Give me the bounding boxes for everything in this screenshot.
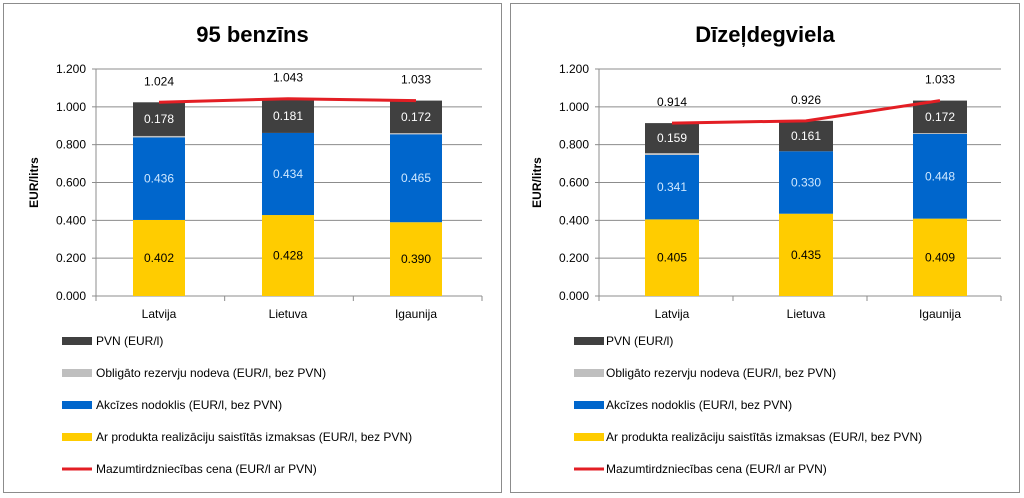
data-label: 0.405 (657, 251, 687, 265)
x-category-label: Latvija (142, 307, 177, 321)
bar-segment (262, 132, 314, 216)
y-tick-label: 0.000 (559, 289, 589, 303)
data-label: 0.341 (657, 180, 687, 194)
data-label: 0.181 (273, 109, 303, 123)
y-tick-label: 0.400 (559, 213, 589, 227)
data-label: 0.172 (925, 110, 955, 124)
total-label: 0.914 (657, 95, 687, 109)
legend-swatch (574, 369, 604, 377)
bar-segment (779, 151, 833, 214)
data-label: 0.402 (144, 251, 174, 265)
data-label: 0.435 (791, 248, 821, 262)
data-label: 0.434 (273, 167, 303, 181)
data-label: 0.465 (401, 171, 431, 185)
y-tick-label: 0.800 (56, 138, 86, 152)
chart-title: Dīzeļdegviela (695, 22, 835, 47)
data-label: 0.330 (791, 176, 821, 190)
data-label: 0.409 (925, 250, 955, 264)
x-category-label: Igaunija (919, 307, 961, 321)
y-axis-label: EUR/litrs (530, 157, 544, 208)
bar-segment (133, 137, 185, 220)
data-label: 0.448 (925, 169, 955, 183)
data-label: 0.161 (791, 129, 821, 143)
bar-segment (262, 98, 314, 133)
legend-swatch (62, 337, 92, 345)
y-tick-label: 0.200 (559, 251, 589, 265)
legend-label: Ar produkta realizāciju saistītās izmaks… (606, 430, 922, 444)
x-category-label: Igaunija (395, 307, 437, 321)
legend-swatch (62, 369, 92, 377)
legend-label: Obligāto rezervju nodeva (EUR/l, bez PVN… (606, 366, 836, 380)
legend-swatch (574, 433, 604, 441)
x-category-label: Lietuva (787, 307, 826, 321)
bar-segment (913, 100, 967, 134)
bar-segment (913, 133, 967, 219)
total-label: 1.024 (144, 74, 174, 88)
legend-label: Akcīzes nodoklis (EUR/l, bez PVN) (606, 398, 792, 412)
y-tick-label: 1.000 (559, 100, 589, 114)
data-label: 0.159 (657, 131, 687, 145)
chart-panel-dizeldegviela: Dīzeļdegviela 0.000 0.200 0.400 0.600 0.800 1.… (510, 3, 1020, 493)
y-tick-label: 0.200 (56, 251, 86, 265)
price-line (158, 97, 417, 104)
y-tick-label: 0.400 (56, 213, 86, 227)
y-tick-label: 0.800 (559, 138, 589, 152)
total-label: 0.926 (791, 93, 821, 107)
legend-label: PVN (EUR/l) (96, 334, 163, 348)
legend-swatch (574, 337, 604, 345)
y-tick-label: 1.200 (559, 62, 589, 76)
chart-svg: 95 benzīns 0.000 0.200 0.400 0.600 0.800 1.000… (27, 22, 483, 476)
data-label: 0.178 (144, 112, 174, 126)
legend-swatch (62, 433, 92, 441)
bar-segment (390, 222, 442, 296)
bar-segment (645, 154, 699, 220)
bar-segment (262, 215, 314, 296)
bar-segment (779, 120, 833, 152)
legend-swatch (574, 401, 604, 409)
bar-segment (913, 133, 967, 134)
legend-label: Mazumtirdzniecības cena (EUR/l ar PVN) (606, 462, 827, 476)
data-label: 0.390 (401, 252, 431, 266)
total-label: 1.033 (401, 73, 431, 87)
bar-segment (913, 218, 967, 296)
total-label: 1.043 (273, 71, 303, 85)
y-tick-label: 0.000 (56, 289, 86, 303)
y-tick-label: 0.600 (56, 176, 86, 190)
chart-panel-95-benzins: 95 benzīns 0.000 0.200 0.400 0.600 0.800 1.000… (3, 3, 502, 493)
bar-segment (133, 219, 185, 296)
data-label: 0.172 (401, 110, 431, 124)
chart-title: 95 benzīns (196, 22, 308, 47)
bar-segment (133, 135, 185, 138)
bar-segment (390, 134, 442, 223)
bar-segment (645, 219, 699, 296)
legend-swatch (62, 401, 92, 409)
bar-segment (645, 123, 699, 154)
chart-svg: Dīzeļdegviela 0.000 0.200 0.400 0.600 0.800 1.… (530, 22, 1002, 476)
bar-segment (133, 102, 185, 136)
y-tick-label: 1.200 (56, 62, 86, 76)
legend-label: Ar produkta realizāciju saistītās izmaks… (96, 430, 412, 444)
y-tick-label: 1.000 (56, 100, 86, 114)
total-label: 1.033 (925, 73, 955, 87)
bar-segment (779, 213, 833, 296)
bar-segment (390, 133, 442, 135)
y-axis-label: EUR/litrs (27, 157, 41, 208)
legend-label: Obligāto rezervju nodeva (EUR/l, bez PVN… (96, 366, 326, 380)
legend-label: Akcīzes nodoklis (EUR/l, bez PVN) (96, 398, 282, 412)
legend-label: PVN (EUR/l) (606, 334, 673, 348)
x-category-label: Latvija (655, 307, 690, 321)
bar-segment (645, 153, 699, 155)
bar-segment (390, 100, 442, 134)
legend-label: Mazumtirdzniecības cena (EUR/l ar PVN) (96, 462, 317, 476)
x-category-label: Lietuva (269, 307, 308, 321)
y-tick-label: 0.600 (559, 176, 589, 190)
data-label: 0.428 (273, 249, 303, 263)
price-line (671, 99, 941, 125)
data-label: 0.436 (144, 172, 174, 186)
